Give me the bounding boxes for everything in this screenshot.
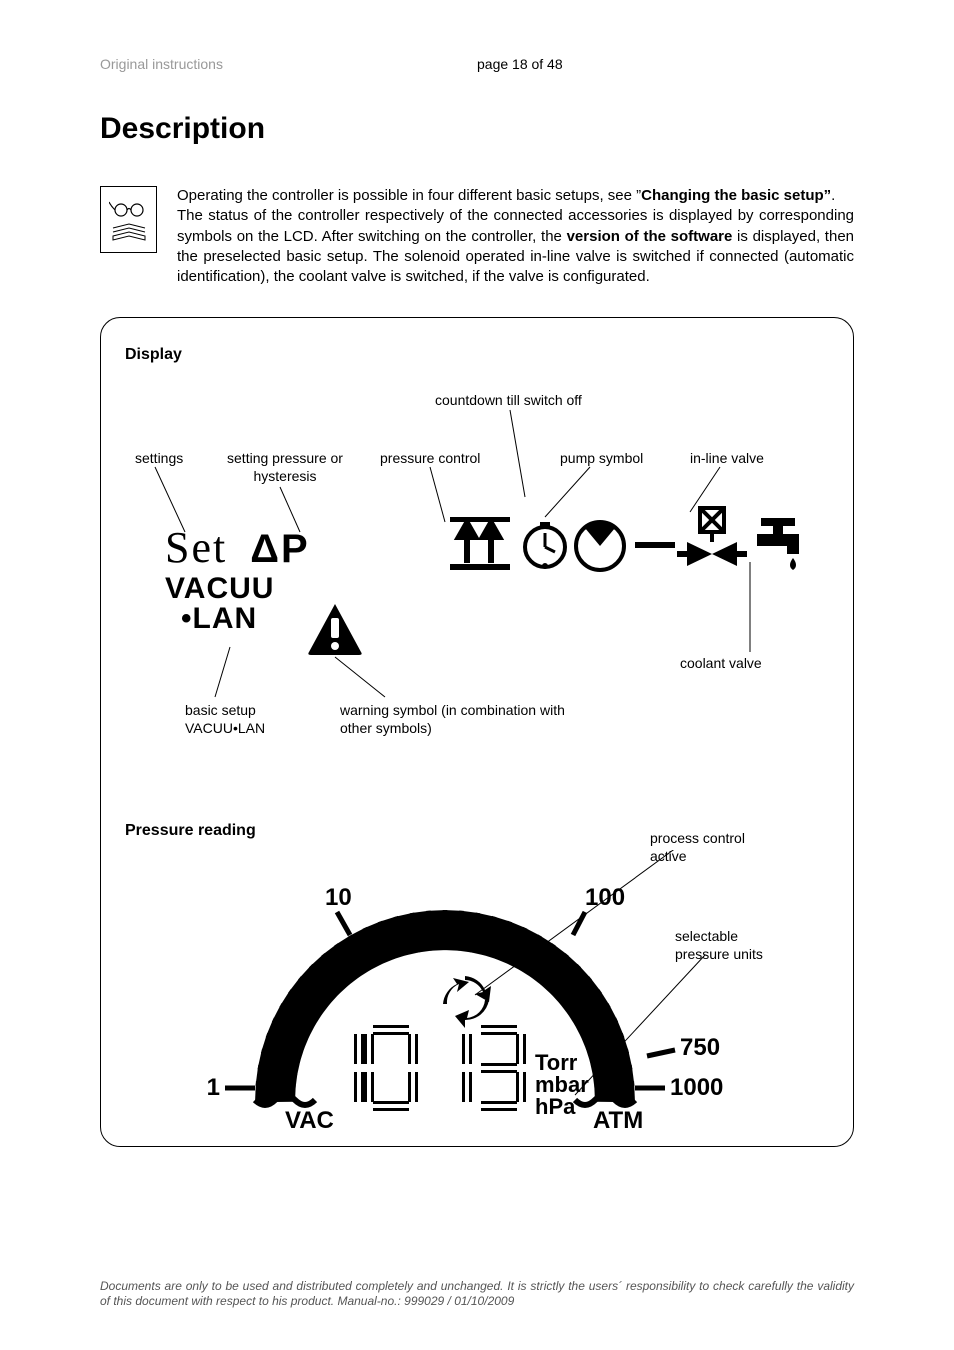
process-active-icon [443, 976, 491, 1028]
footer-text: Documents are only to be used and distri… [100, 1279, 854, 1310]
vacuulan-icon: VACUU •LAN [165, 574, 274, 634]
header-left: Original instructions [100, 56, 477, 72]
tick-100: 100 [585, 884, 625, 911]
intro-1b: Changing the basic setup” [641, 187, 831, 204]
intro-1c: . [831, 187, 835, 204]
intro-block: Operating the controller is possible in … [100, 186, 854, 287]
tick-750: 750 [680, 1034, 720, 1061]
lcd-digits [315, 1030, 521, 1106]
set-dp-icon: Set ΔP [165, 522, 310, 573]
tick-10: 10 [325, 884, 352, 911]
countdown-icon [520, 520, 570, 570]
coolant-valve-icon [753, 512, 803, 572]
intro-text: Operating the controller is possible in … [177, 186, 854, 287]
display-title: Display [125, 346, 829, 364]
unit-hpa: hPa [535, 1094, 576, 1119]
gauge: 10 100 750 1000 1 [125, 850, 825, 1190]
lbl-atm: ATM [593, 1107, 643, 1134]
pressure-reading: process control active selectable pressu… [125, 850, 829, 1190]
display-diagram: countdown till switch off settings setti… [125, 372, 829, 762]
dash-icon [635, 540, 675, 550]
page-header: Original instructions page 18 of 48 [100, 56, 854, 72]
tick-1000: 1000 [670, 1074, 723, 1101]
pressure-control-icon [445, 517, 515, 572]
page-title: Description [100, 112, 854, 146]
lbl-vac: VAC [285, 1107, 334, 1134]
intro-2b: version of the software [567, 228, 733, 245]
display-panel: Display countdown till switch off settin… [100, 317, 854, 1147]
tick-1: 1 [207, 1074, 220, 1101]
intro-1a: Operating the controller is possible in … [177, 187, 641, 204]
lcd-icons: Set ΔP VACUU •LAN [165, 512, 805, 682]
glasses-book-icon [100, 186, 157, 253]
pump-icon [573, 518, 628, 573]
header-page: page 18 of 48 [477, 56, 854, 72]
inline-valve-icon [677, 506, 747, 571]
warning-icon [305, 602, 365, 657]
